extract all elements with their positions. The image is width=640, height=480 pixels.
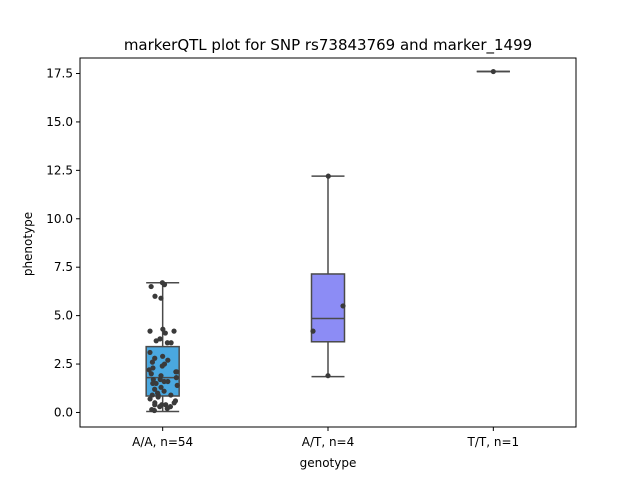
y-tick-label: 15.0 — [46, 115, 73, 129]
data-point — [155, 394, 161, 400]
data-point — [160, 326, 166, 332]
data-point — [162, 330, 168, 336]
y-tick-label: 12.5 — [46, 163, 73, 177]
data-point — [152, 355, 158, 361]
data-point — [149, 359, 156, 365]
data-point — [173, 375, 179, 381]
y-tick-label: 7.5 — [54, 260, 73, 274]
x-axis-ticks: A/A, n=54 A/T, n=4 T/T, n=1 — [132, 427, 519, 449]
data-point — [490, 68, 496, 75]
data-point — [152, 293, 158, 299]
data-point — [158, 384, 164, 390]
data-point — [146, 367, 152, 373]
data-point — [147, 396, 153, 402]
data-point — [152, 386, 158, 392]
data-point — [165, 378, 171, 385]
x-tick-label: A/A, n=54 — [132, 435, 193, 449]
data-point — [161, 282, 168, 288]
data-point — [164, 340, 170, 346]
data-point — [147, 349, 153, 356]
data-point — [157, 376, 163, 383]
y-tick-label: 17.5 — [46, 66, 73, 80]
data-point — [165, 357, 171, 363]
data-point — [151, 407, 157, 414]
data-point — [148, 371, 154, 377]
data-point — [174, 369, 180, 375]
data-point — [159, 363, 165, 369]
data-point — [161, 388, 167, 394]
data-point — [147, 328, 153, 334]
data-point — [171, 400, 177, 406]
point-group — [146, 68, 496, 414]
data-point — [164, 405, 170, 412]
data-point — [168, 392, 174, 398]
y-tick-label: 10.0 — [46, 212, 73, 226]
data-point — [174, 382, 180, 388]
y-tick-label: 5.0 — [54, 309, 73, 323]
data-point — [150, 380, 156, 387]
data-point — [171, 328, 177, 334]
x-axis-label: genotype — [300, 456, 357, 470]
data-point — [161, 378, 167, 385]
x-tick-label: A/T, n=4 — [302, 435, 355, 449]
y-axis-ticks: 0.0 2.5 5.0 7.5 10.0 12.5 15.0 17.5 — [46, 66, 80, 419]
y-tick-label: 0.0 — [54, 405, 73, 419]
data-point — [340, 303, 346, 309]
data-point — [158, 295, 164, 301]
data-point — [325, 373, 331, 379]
data-point — [150, 376, 156, 383]
chart-title: markerQTL plot for SNP rs73843769 and ma… — [124, 36, 532, 55]
data-point — [168, 340, 174, 346]
data-point — [153, 338, 159, 344]
box-body — [310, 273, 346, 343]
data-point — [160, 353, 166, 359]
box-1 — [310, 175, 346, 378]
data-point — [152, 402, 158, 408]
x-tick-label: T/T, n=1 — [467, 435, 520, 449]
y-tick-label: 2.5 — [54, 357, 73, 371]
data-point — [148, 283, 154, 290]
data-point — [310, 328, 316, 334]
data-point — [325, 173, 331, 179]
data-point — [158, 373, 164, 379]
y-axis-label: phenotype — [21, 212, 35, 276]
data-point — [157, 404, 163, 410]
data-point — [149, 392, 155, 398]
